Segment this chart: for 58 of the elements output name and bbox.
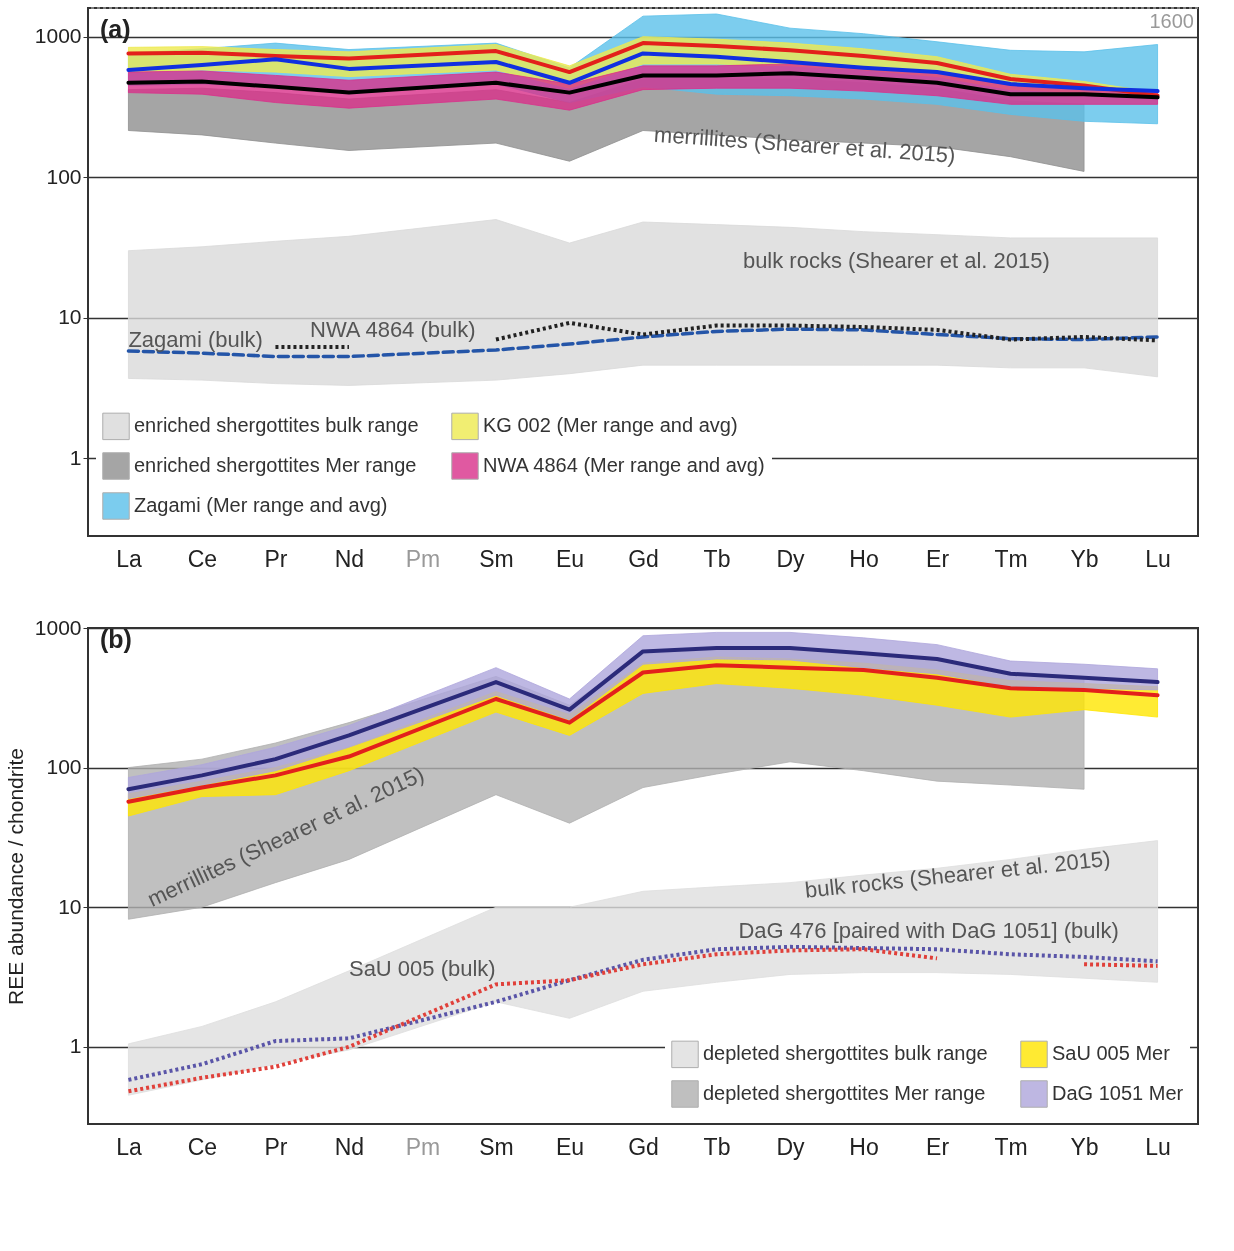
y-tick-label: 1 — [69, 445, 82, 469]
x-tick-label: Eu — [555, 545, 585, 572]
legend-label: enriched shergottites Mer range — [134, 454, 417, 476]
x-tick-label: Eu — [555, 1133, 585, 1160]
legend-label: depleted shergottites bulk range — [703, 1042, 988, 1065]
y-tick-label: 100 — [46, 164, 82, 188]
legend-label: depleted shergottites Mer range — [703, 1082, 986, 1104]
x-tick-label: Nd — [334, 1133, 365, 1160]
x-tick-label: Tb — [703, 1133, 731, 1160]
legend-label: Zagami (Mer range and avg) — [134, 494, 388, 516]
chart-title: (b) — [100, 625, 132, 653]
y-tick-label: 100 — [46, 755, 82, 779]
y-tick-label: 1000 — [34, 615, 82, 639]
x-tick-label: Lu — [1145, 545, 1171, 572]
x-tick-label: Ce — [187, 1133, 218, 1160]
x-tick-label: Tm — [994, 1133, 1028, 1160]
annotation: DaG 476 [paired with DaG 1051] (bulk) — [738, 917, 1119, 943]
y-tick-label: 10 — [58, 305, 82, 329]
x-tick-label: La — [116, 545, 142, 572]
x-tick-label: Dy — [776, 1133, 806, 1160]
x-tick-label: Pr — [264, 1133, 288, 1160]
legend-label: NWA 4864 (Mer range and avg) — [483, 454, 765, 476]
x-tick-label: Gd — [628, 545, 659, 572]
x-tick-label: Ho — [849, 1133, 879, 1160]
x-tick-label: Er — [926, 1133, 950, 1160]
x-tick-label: Sm — [479, 545, 514, 572]
legend-label: DaG 1051 Mer — [1052, 1082, 1184, 1104]
y-tick-label: 1000 — [34, 24, 82, 48]
annotation: SaU 005 (bulk) — [348, 956, 496, 982]
y-axis-title: REE abundance / chondrite — [3, 748, 27, 1005]
annotation: Zagami (bulk) — [128, 326, 263, 352]
x-tick-label: Pr — [264, 545, 288, 572]
x-tick-label: La — [116, 1133, 142, 1160]
x-tick-label: Ce — [187, 545, 218, 572]
annotation: merrillites (Shearer et al. 2015) — [653, 121, 957, 168]
y-tick-label: 10 — [58, 894, 82, 918]
legend-label: KG 002 (Mer range and avg) — [483, 414, 738, 437]
x-tick-label: Er — [926, 545, 950, 572]
x-tick-label: Tb — [703, 545, 731, 572]
y-tick-label: 1 — [69, 1034, 82, 1058]
x-tick-label: Sm — [479, 1133, 514, 1160]
x-tick-label: Dy — [776, 545, 806, 572]
x-tick-label: Nd — [334, 545, 365, 572]
legend-label: SaU 005 Mer — [1052, 1042, 1171, 1065]
x-tick-label: Ho — [849, 545, 879, 572]
x-tick-label: Yb — [1070, 545, 1099, 572]
annotation: bulk rocks (Shearer et al. 2015) — [742, 248, 1050, 274]
x-tick-label: Tm — [994, 545, 1028, 572]
x-tick-label: Pm — [405, 545, 441, 572]
x-tick-label: Gd — [628, 1133, 659, 1160]
x-tick-label: Yb — [1070, 1133, 1099, 1160]
ref-line-label: 1600 — [1149, 10, 1194, 32]
x-tick-label: Pm — [405, 1133, 441, 1160]
annotation: NWA 4864 (bulk) — [310, 317, 476, 343]
x-tick-label: Lu — [1145, 1133, 1171, 1160]
annotation: bulk rocks (Shearer et al. 2015) — [803, 845, 1112, 903]
chart-title: (a) — [100, 15, 131, 44]
legend-label: enriched shergottites bulk range — [134, 414, 419, 437]
